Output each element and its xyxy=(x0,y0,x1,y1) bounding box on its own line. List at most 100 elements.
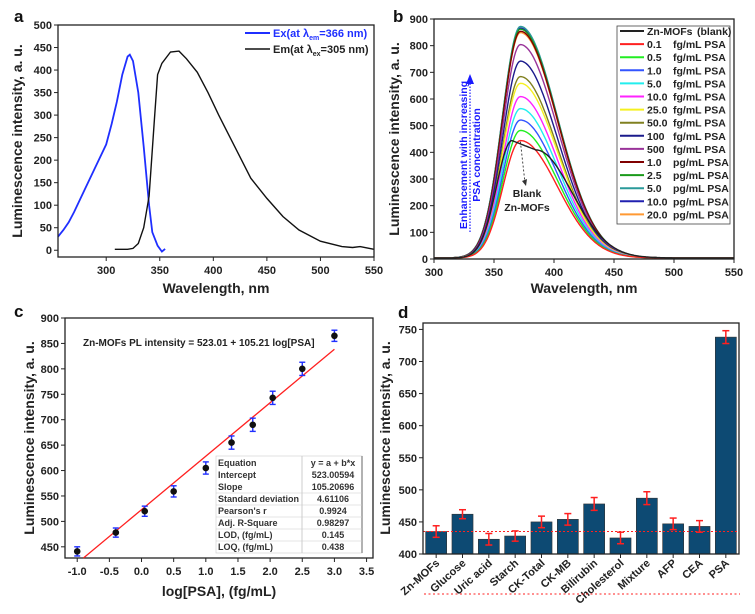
legend-unit: fg/mL PSA xyxy=(673,52,726,64)
category-label: PSA xyxy=(707,557,732,581)
y-tick-label: 50 xyxy=(40,223,52,235)
x-tick-label: 1.5 xyxy=(230,566,245,578)
x-tick-label: 400 xyxy=(545,267,563,279)
y-tick-label: 150 xyxy=(34,178,52,190)
y-tick-label: 500 xyxy=(34,20,52,32)
x-tick-label: 300 xyxy=(425,267,443,279)
x-tick-label: 300 xyxy=(97,265,115,277)
y-tick-label: 700 xyxy=(41,415,59,427)
panel-d-plot-area xyxy=(422,322,740,555)
y-tick-label: 550 xyxy=(41,491,59,503)
y-axis-title: Luminescence intensity, a. u. xyxy=(9,44,25,237)
table-row-label: Pearson's r xyxy=(218,506,267,516)
legend-unit: fg/mL PSA xyxy=(673,39,726,51)
x-tick-label: 550 xyxy=(725,267,743,279)
y-tick-label: 450 xyxy=(34,43,52,55)
annotation-text: Enhancement with increasing xyxy=(458,81,470,229)
x-tick-label: 450 xyxy=(605,267,623,279)
legend-text: =366 nm) xyxy=(319,28,367,40)
data-point xyxy=(331,332,338,340)
legend-unit: fg/mL PSA xyxy=(673,118,726,130)
x-tick-label: 350 xyxy=(151,265,169,277)
panel-c-plot-area xyxy=(64,317,374,559)
x-tick-label: 550 xyxy=(365,265,383,277)
annotation-text: PSA concentration xyxy=(471,108,483,202)
legend-unit: fg/mL PSA xyxy=(673,65,726,77)
table-row-label: Intercept xyxy=(218,470,256,480)
legend-concentration: 50.0 xyxy=(647,118,668,130)
panel-b-chart: 0 100 200 300 400 500 600 700 800 900 300 350 400 450… xyxy=(386,14,743,296)
data-point xyxy=(228,439,235,446)
y-tick-label: 500 xyxy=(41,516,59,528)
legend-unit: pg/mL PSA xyxy=(673,183,729,195)
legend-unit: pg/mL PSA xyxy=(673,170,729,182)
table-row-label: Standard deviation xyxy=(218,494,299,504)
annotation-blank: Blank xyxy=(513,188,542,200)
x-tick-label: 1.0 xyxy=(198,566,213,578)
y-tick-label: 300 xyxy=(410,174,428,186)
legend-concentration: 10.0 xyxy=(647,196,668,208)
panel-c-chart: 450 500 550 600 650 700 750 800 850 900 -1.0 -0.5 0.… xyxy=(21,313,374,599)
y-tick-label: 200 xyxy=(34,155,52,167)
y-tick-label: 350 xyxy=(34,88,52,100)
x-tick-label: 350 xyxy=(485,267,503,279)
y-tick-label: 700 xyxy=(410,67,428,79)
legend-concentration: 20.0 xyxy=(647,209,668,221)
x-tick-label: 0.5 xyxy=(166,566,181,578)
y-tick-label: 850 xyxy=(41,338,59,350)
y-tick-label: 200 xyxy=(410,201,428,213)
table-row-label: Slope xyxy=(218,482,243,492)
table-row-label: Equation xyxy=(218,458,257,468)
y-tick-label: 650 xyxy=(399,389,417,401)
legend-unit: fg/mL PSA xyxy=(673,105,726,117)
legend-unit: (blank) xyxy=(697,26,731,38)
legend-unit: fg/mL PSA xyxy=(673,78,726,90)
panel-a-chart: 0 50 100 150 200 250 300 350 400 450 500 300 350 400 4… xyxy=(9,20,383,296)
legend-concentration: 500 xyxy=(647,144,665,156)
arrow-head-icon xyxy=(522,179,527,186)
legend-concentration: 1.0 xyxy=(647,157,662,169)
y-tick-label: 750 xyxy=(41,389,59,401)
legend-concentration: 5.0 xyxy=(647,78,662,90)
y-axis-title: Luminescence intensity, a. u. xyxy=(386,42,402,235)
legend-text: Em(at λ xyxy=(273,44,313,56)
x-tick-label: 2.0 xyxy=(262,566,277,578)
table-row-value: 105.20696 xyxy=(312,482,355,492)
x-tick-label: 2.5 xyxy=(295,566,310,578)
blank-pointer-arrow xyxy=(519,141,526,184)
y-tick-label: 600 xyxy=(399,421,417,433)
legend-concentration: 2.5 xyxy=(647,170,662,182)
y-tick-label: 500 xyxy=(410,121,428,133)
table-row-value: 0.145 xyxy=(322,530,345,540)
legend-concentration: 1.0 xyxy=(647,65,662,77)
y-tick-label: 900 xyxy=(41,313,59,325)
data-point xyxy=(73,548,81,555)
panel-b-plot-area xyxy=(433,18,735,260)
legend-text: Ex(at λ xyxy=(273,28,309,40)
y-tick-label: 650 xyxy=(41,440,59,452)
data-point xyxy=(269,394,276,402)
y-tick-label: 450 xyxy=(41,542,59,554)
legend-concentration: 100 xyxy=(647,131,665,143)
y-tick-label: 400 xyxy=(410,147,428,159)
y-tick-label: 400 xyxy=(399,549,417,561)
y-tick-label: 550 xyxy=(399,453,417,465)
legend-entry: Em(at λex=305 nm) xyxy=(273,44,369,58)
table-row-value: 0.9924 xyxy=(319,506,347,516)
x-axis-title: Wavelength, nm xyxy=(531,280,638,296)
category-label: AFP xyxy=(655,557,679,581)
x-tick-label: 0.0 xyxy=(134,566,149,578)
legend-subscript: ex xyxy=(313,51,321,58)
table-row-label: LOQ, (fg/mL) xyxy=(218,542,273,552)
series-line-em xyxy=(114,50,375,250)
table-row-value: 4.61106 xyxy=(317,494,349,504)
x-tick-label: 500 xyxy=(665,267,683,279)
legend-text: =305 nm) xyxy=(321,44,369,56)
legend-unit: fg/mL PSA xyxy=(673,144,726,156)
y-tick-label: 400 xyxy=(34,65,52,77)
fit-line xyxy=(83,348,335,559)
y-tick-label: 800 xyxy=(41,364,59,376)
y-axis-title: Luminescence intensity, a. u. xyxy=(377,341,393,534)
table-row-value: 523.00594 xyxy=(312,470,355,480)
